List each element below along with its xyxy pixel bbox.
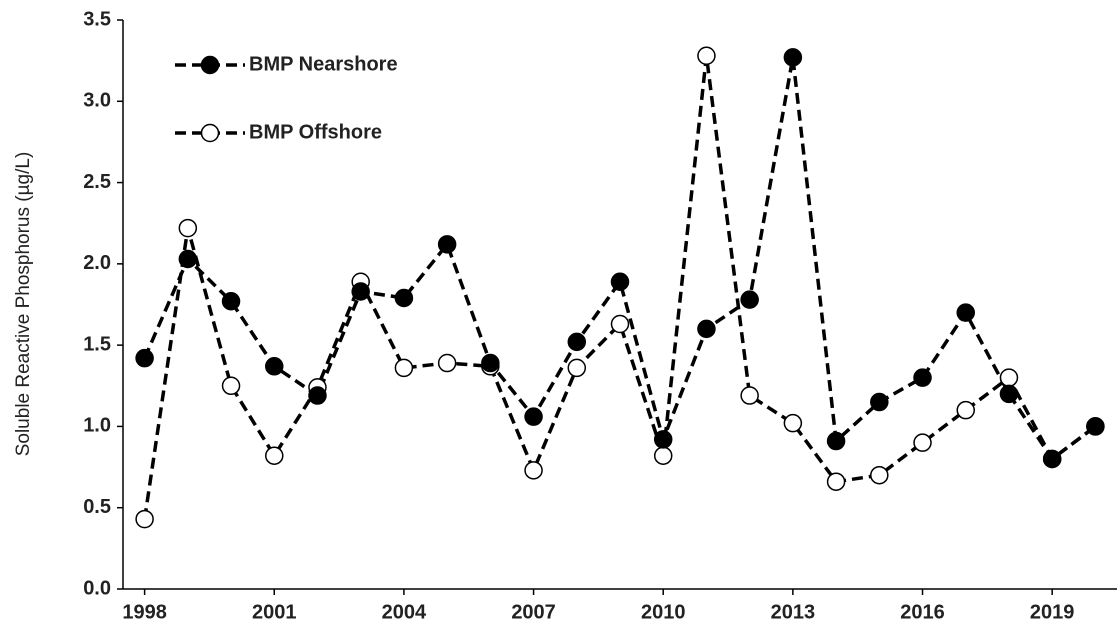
data-point: [740, 386, 759, 405]
data-point: [524, 407, 543, 426]
data-point: [956, 400, 975, 420]
data-point: [437, 235, 457, 254]
data-point: [783, 413, 803, 433]
x-tick-label: 2019: [1030, 601, 1075, 623]
data-point: [697, 46, 716, 66]
data-point: [653, 430, 673, 449]
data-point: [135, 509, 154, 529]
data-point: [221, 376, 241, 396]
data-point: [870, 465, 889, 485]
data-point: [265, 446, 284, 465]
data-point: [826, 431, 846, 451]
data-point: [265, 357, 284, 376]
data-point: [178, 218, 198, 238]
legend-marker: [200, 123, 220, 143]
data-point: [394, 358, 414, 378]
data-point: [1042, 449, 1062, 469]
data-point: [870, 392, 889, 412]
data-point: [567, 332, 587, 352]
data-point: [351, 282, 370, 301]
legend-marker: [200, 55, 220, 75]
data-point: [697, 319, 716, 339]
data-point: [740, 290, 759, 309]
x-tick-label: 2013: [771, 601, 816, 623]
data-point: [913, 368, 932, 387]
data-point: [308, 386, 327, 405]
y-tick-label: 2.0: [83, 252, 111, 274]
y-tick-label: 2.5: [83, 171, 111, 193]
data-point: [826, 472, 846, 491]
data-point: [135, 348, 154, 368]
x-tick-label: 2010: [641, 601, 686, 623]
y-tick-label: 3.0: [83, 90, 111, 112]
x-tick-label: 1998: [122, 601, 167, 623]
data-point: [1086, 417, 1105, 436]
data-point: [221, 291, 241, 311]
y-tick-label: 3.5: [83, 8, 111, 30]
x-tick-label: 2004: [382, 601, 427, 623]
y-tick-label: 0.0: [83, 577, 111, 599]
x-tick-label: 2016: [900, 601, 945, 623]
data-point: [999, 368, 1019, 387]
data-point: [567, 358, 587, 378]
legend-label: BMP Nearshore: [249, 53, 398, 75]
y-tick-label: 1.5: [83, 333, 111, 355]
y-axis-label: Soluble Reactive Phosphorus (µg/L): [13, 152, 34, 457]
x-tick-label: 2007: [511, 601, 556, 623]
series-line: [143, 57, 1097, 462]
data-point: [956, 303, 975, 322]
legend-label: BMP Offshore: [249, 121, 382, 143]
y-tick-label: 1.0: [83, 415, 111, 437]
data-point: [783, 48, 803, 67]
data-point: [437, 353, 457, 373]
x-tick-label: 2001: [252, 601, 297, 623]
data-point: [610, 314, 630, 334]
data-point: [653, 446, 673, 465]
data-point: [999, 384, 1019, 404]
data-point: [394, 288, 414, 308]
data-point: [481, 353, 500, 373]
data-point: [913, 433, 932, 452]
data-point: [178, 249, 198, 269]
data-point: [610, 272, 630, 291]
data-point: [524, 461, 543, 480]
y-tick-label: 0.5: [83, 496, 111, 518]
